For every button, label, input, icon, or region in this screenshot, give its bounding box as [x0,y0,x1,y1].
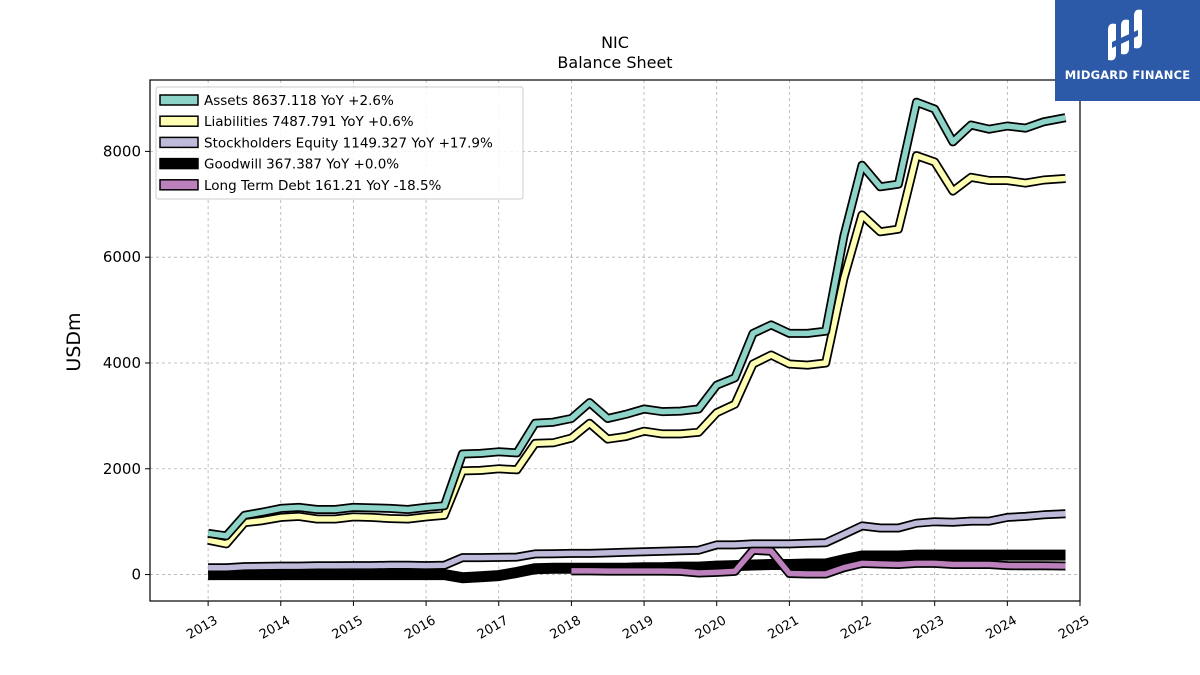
legend-label-assets: Assets 8637.118 YoY +2.6% [204,93,394,109]
series-line-assets [207,99,1067,539]
y-tick-label: 8000 [103,142,141,160]
x-tick-label: 2024 [984,613,1020,643]
legend-label-stockholders-equity: Stockholders Equity 1149.327 YoY +17.9% [204,135,493,151]
legend-swatch-stockholders-equity [159,136,199,149]
x-tick-label: 2025 [1056,613,1092,643]
y-tick-label: 6000 [103,248,141,266]
x-tick-label: 2016 [402,613,438,643]
y-axis-label: USDm [63,312,85,371]
midgard-logo-icon [1108,9,1142,61]
series-assets [207,97,1067,541]
logo-text: MIDGARD FINANCE [1064,68,1191,82]
series-long-term-debt [571,545,1066,579]
brand-logo: MIDGARD FINANCE [1055,0,1200,101]
legend-label-goodwill: Goodwill 367.387 YoY +0.0% [204,157,399,173]
x-tick-label: 2014 [257,613,293,643]
x-tick-label: 2023 [911,613,947,643]
x-tick-label: 2017 [475,613,511,643]
chart-title: NIC [601,33,629,52]
y-tick-label: 4000 [103,354,141,372]
series-line-stockholders-equity [208,511,1066,571]
x-tick-label: 2022 [838,613,874,643]
series-liabilities [207,151,1066,549]
x-tick-label: 2013 [184,613,220,643]
x-tick-label: 2015 [330,613,366,643]
legend-label-long-term-debt: Long Term Debt 161.21 YoY -18.5% [204,178,442,194]
series-line-long-term-debt [571,547,1066,577]
y-tick-label: 0 [131,566,141,584]
legend: Assets 8637.118 YoY +2.6% Liabilities 748… [155,86,524,200]
x-tick-label: 2021 [766,613,802,643]
legend-swatch-long-term-debt [159,179,199,191]
legend-swatch-assets [159,94,199,106]
x-tick-label: 2018 [548,613,584,643]
legend-label-liabilities: Liabilities 7487.791 YoY +0.6% [204,114,414,130]
legend-box [155,86,524,200]
y-tick-label: 2000 [103,460,141,478]
chart-subtitle: Balance Sheet [557,53,672,72]
x-tick-label: 2019 [620,613,656,643]
series-stockholders-equity [208,509,1066,573]
plot-frame [149,79,1081,602]
series-line-liabilities [207,152,1066,547]
series-layer [207,97,1067,584]
legend-swatch-goodwill [159,157,199,170]
legend-swatch-liabilities [159,115,199,127]
x-tick-label: 2020 [693,613,729,643]
